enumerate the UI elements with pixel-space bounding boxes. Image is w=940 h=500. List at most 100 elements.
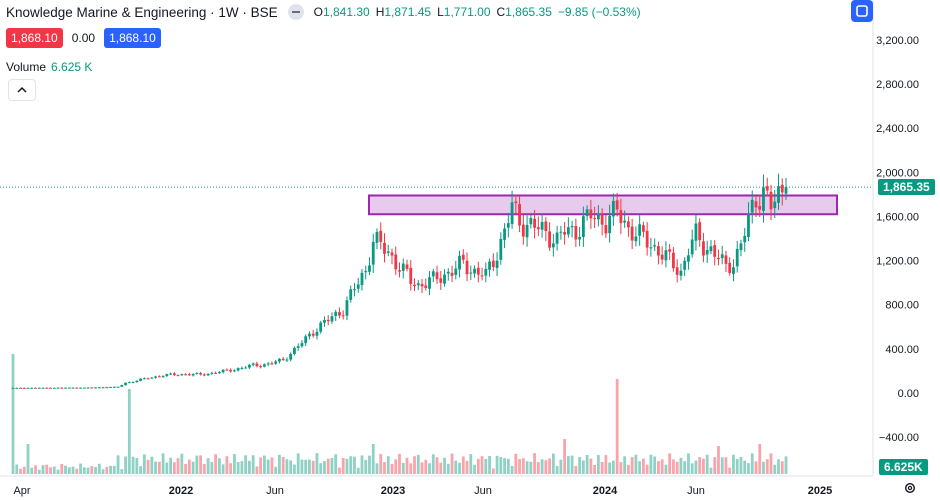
volume-bar	[709, 467, 713, 474]
hide-legend-button[interactable]	[287, 4, 304, 20]
buy-button[interactable]: 1,868.10	[104, 28, 161, 48]
candle-body	[499, 238, 503, 260]
candle	[443, 269, 446, 287]
fullscreen-button[interactable]	[851, 0, 873, 22]
candle-body	[311, 333, 315, 336]
volume-bar	[672, 459, 675, 474]
sell-button[interactable]: 1,868.10	[6, 28, 63, 48]
volume-bar	[353, 456, 356, 474]
candle	[394, 246, 398, 275]
volume-bar	[574, 466, 578, 474]
candle-body	[45, 387, 49, 389]
candle-body	[506, 223, 510, 228]
volume-legend: Volume 6.625 K	[6, 60, 92, 74]
candle	[71, 387, 75, 389]
volume-bar	[398, 453, 401, 474]
candle-body	[728, 262, 732, 274]
candle	[581, 206, 585, 247]
candle-body	[435, 272, 439, 280]
candle-body	[698, 222, 702, 241]
candle	[525, 215, 529, 247]
volume-bar	[777, 459, 780, 474]
candle	[709, 239, 713, 255]
candle-body	[326, 319, 330, 322]
volume-bar	[413, 456, 416, 474]
candle-body	[754, 201, 758, 208]
candle	[454, 260, 458, 280]
candle-body	[428, 277, 431, 289]
candle-body	[304, 336, 308, 344]
candle-body	[747, 213, 750, 238]
candle	[705, 240, 709, 264]
candle	[248, 363, 251, 370]
volume-bar	[458, 462, 461, 474]
candle	[593, 206, 597, 228]
candle	[379, 222, 383, 250]
candle	[210, 371, 214, 375]
candle-body	[79, 387, 82, 389]
candle	[499, 232, 503, 265]
candle-body	[90, 387, 94, 389]
candle-body	[596, 213, 600, 220]
candle-body	[420, 284, 424, 287]
candle	[127, 381, 131, 384]
candle-body	[446, 271, 450, 274]
candle	[60, 387, 64, 389]
price-axis[interactable]: 3,200.00 2,800.00 2,400.00 2,000.00 1,600.00…	[872, 0, 919, 475]
volume-bar	[101, 469, 105, 474]
candle	[319, 320, 323, 334]
candle-body	[540, 221, 544, 230]
time-axis[interactable]: Apr 2022 Jun 2023 Jun 2024 Jun 2025	[0, 475, 873, 497]
candle	[777, 173, 780, 210]
candle	[503, 223, 506, 249]
candle	[615, 193, 619, 217]
candle-body	[236, 368, 240, 371]
candle	[645, 222, 649, 256]
candle-body	[544, 221, 548, 232]
candle-body	[480, 275, 484, 277]
volume-bar	[120, 469, 124, 474]
candle	[30, 387, 34, 389]
candle	[420, 279, 424, 294]
candle	[450, 265, 454, 283]
volume-bar	[379, 454, 383, 474]
candle	[626, 216, 630, 237]
volume-bar	[604, 455, 608, 474]
volume-bar	[296, 453, 300, 474]
candle	[26, 387, 30, 389]
candle	[82, 387, 86, 389]
candle-body	[784, 187, 788, 194]
square-icon	[856, 5, 868, 17]
volume-bar	[127, 389, 131, 474]
symbol-title[interactable]: Knowledge Marine & Engineering · 1W · BS…	[6, 4, 278, 20]
candle-body	[709, 246, 713, 252]
candle-body	[232, 370, 236, 372]
volume-bar	[431, 454, 435, 474]
resistance-zone[interactable]	[368, 194, 838, 216]
candle	[630, 218, 634, 250]
collapse-button[interactable]	[8, 79, 36, 101]
volume-bar	[112, 465, 116, 474]
volume-bar	[97, 463, 101, 474]
candle	[109, 386, 112, 389]
candle-body	[439, 278, 443, 283]
volume-bar	[439, 462, 443, 474]
candle	[330, 312, 334, 324]
candle-body	[679, 270, 683, 276]
candle	[172, 372, 176, 377]
volume-bar	[19, 468, 22, 474]
candle-body	[368, 265, 371, 272]
candle	[446, 268, 450, 281]
candle-body	[124, 382, 127, 386]
candle	[405, 259, 409, 272]
volume-bar	[563, 439, 567, 474]
minus-icon	[291, 11, 300, 13]
candle	[255, 361, 259, 368]
candle-body	[630, 226, 634, 241]
gear-icon[interactable]	[903, 481, 917, 495]
candle	[274, 359, 278, 365]
candle-body	[338, 312, 341, 316]
candle-body	[634, 236, 638, 242]
candle-body	[319, 322, 323, 332]
